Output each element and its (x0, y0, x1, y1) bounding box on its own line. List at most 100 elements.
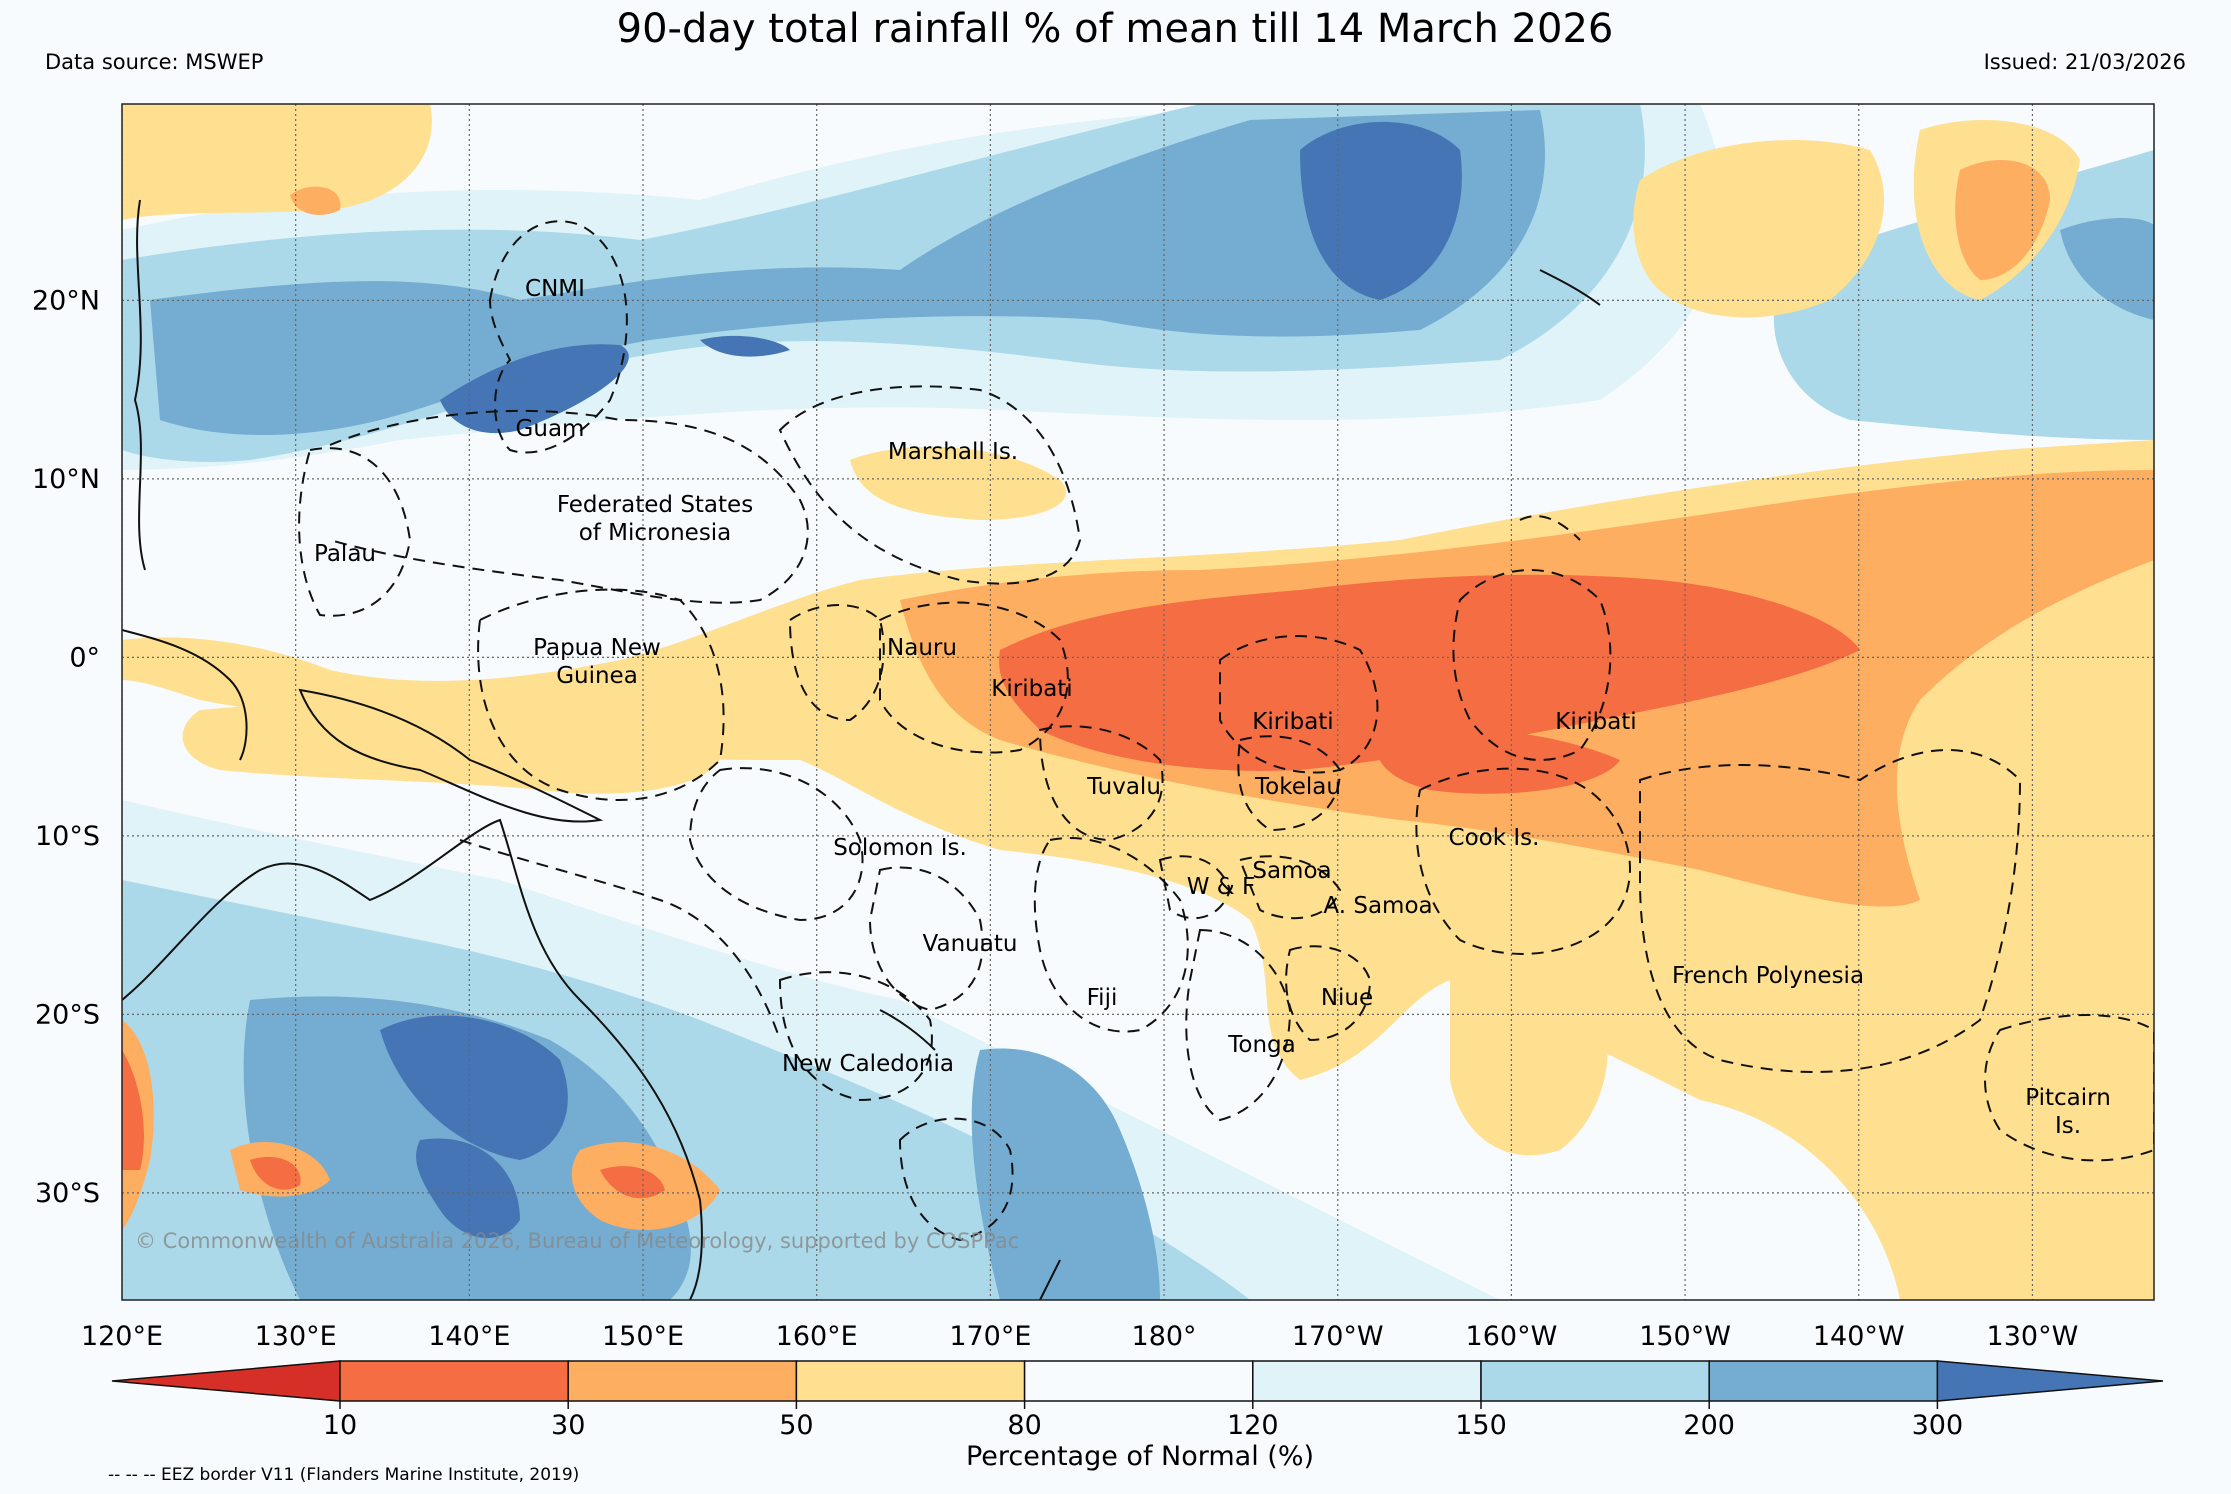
region-label-a-samoa: A. Samoa (1323, 893, 1432, 919)
eez-tuvalu (1038, 725, 1164, 842)
region-label-w-f: W & F (1187, 874, 1256, 900)
lat-label-30-s: 30°S (35, 1178, 100, 1209)
region-label-line: Marshall Is. (888, 439, 1018, 465)
region-label-papua-new-guinea: Papua New Guinea (533, 635, 661, 689)
lon-label-140-w: 140°W (1813, 1321, 1905, 1352)
region-label-guam: Guam (516, 416, 585, 442)
region-label-line: Niue (1321, 985, 1373, 1011)
eez-niue (1285, 945, 1372, 1042)
region-label-federated-states-of-micronesia: Federated States of Micronesia (557, 492, 753, 546)
region-label-line: Nauru (887, 635, 957, 661)
lat-label-0: 0° (69, 642, 100, 673)
eez-fiji (1033, 837, 1189, 1033)
figure-title: 90-day total rainfall % of mean till 14 … (617, 6, 1614, 52)
region-label-tuvalu: Tuvalu (1086, 774, 1161, 800)
region-label-tonga: Tonga (1227, 1032, 1295, 1058)
eez-tokelau (1237, 735, 1342, 832)
colorbar: 10 30 50 80 120 150 200 300 Percentage of Norma… (111, 1360, 2164, 1472)
region-label-line: Papua New (533, 635, 661, 661)
region-label-pitcairn-is: Pitcairn Is. (2025, 1085, 2111, 1139)
wet-south-max (380, 1015, 568, 1239)
region-label-tokelau: Tokelau (1254, 774, 1341, 800)
lon-label-170-e: 170°E (949, 1321, 1031, 1352)
region-label-niue: Niue (1321, 985, 1373, 1011)
region-label-french-polynesia: French Polynesia (1672, 963, 1864, 989)
coastlines (122, 199, 1601, 1300)
colorbar-extend-high (1936, 1360, 2164, 1402)
colorbar-cell (1708, 1360, 1939, 1402)
colorbar-cell (795, 1360, 1026, 1402)
colorbar-tick-200: 200 (1683, 1410, 1735, 1441)
lon-label-120-e: 120°E (81, 1321, 163, 1352)
dry-band-30 (999, 574, 1860, 794)
wet-band-north-300 (150, 110, 1545, 435)
eez-pitcairn (1984, 1014, 2154, 1162)
dry-patch-ne-orange (1955, 160, 2050, 280)
region-label-line: Guam (516, 416, 585, 442)
region-label-samoa: Samoa (1252, 858, 1331, 884)
lat-label-10-n: 10°N (32, 464, 100, 495)
region-label-line: Pitcairn (2025, 1085, 2111, 1111)
lon-label-170-w: 170°W (1292, 1321, 1384, 1352)
colorbar-ticks: 10 30 50 80 120 150 200 300 (323, 1401, 1963, 1441)
region-label-line: New Caledonia (782, 1051, 954, 1077)
region-label-line: Cook Is. (1449, 825, 1540, 851)
colorbar-cell (339, 1360, 569, 1402)
lon-label-180: 180° (1132, 1321, 1197, 1352)
lon-label-150-w: 150°W (1639, 1321, 1731, 1352)
lat-label-10-s: 10°S (35, 821, 100, 852)
region-label-line: Is. (2055, 1113, 2081, 1139)
dry-patch-marshall (850, 446, 1067, 520)
rainfall-field (122, 104, 2154, 1300)
wet-band-north-max (440, 121, 1462, 434)
colorbar-tick-80: 80 (1007, 1410, 1041, 1441)
eez-tonga (1185, 928, 1292, 1122)
colorbar-tick-30: 30 (551, 1410, 585, 1441)
coast-hawaii (1539, 269, 1601, 306)
region-label-line: Tuvalu (1086, 774, 1161, 800)
eez-footnote: -- -- -- EEZ border V11 (Flanders Marine… (108, 1465, 579, 1485)
eez-png (477, 588, 725, 801)
colorbar-cell (1480, 1360, 1710, 1402)
colorbar-tick-120: 120 (1227, 1410, 1279, 1441)
eez-wallis-futuna (1158, 855, 1232, 920)
eez-kiribati-phoenix (1219, 635, 1379, 774)
eez-samoa (1238, 855, 1342, 920)
region-label-line: Kiribati (1555, 709, 1636, 735)
region-label-kiribati-west: Kiribati (991, 676, 1072, 702)
colorbar-cells (111, 1360, 2164, 1402)
wet-patch-ne-dark (2060, 218, 2154, 320)
eez-kiribati-line (1452, 515, 1612, 761)
colorbar-tick-150: 150 (1455, 1410, 1507, 1441)
region-label-nauru: Nauru (887, 635, 957, 661)
eez-borders (298, 220, 2154, 1242)
lon-label-150-e: 150°E (602, 1321, 684, 1352)
coast-new-zealand (1039, 1259, 1061, 1300)
region-label-line: CNMI (525, 276, 585, 302)
region-label-fiji: Fiji (1087, 985, 1118, 1011)
eez-australia (459, 839, 781, 1041)
lat-label-20-s: 20°S (35, 999, 100, 1030)
dry-patch-nw (122, 104, 432, 220)
lon-label-160-e: 160°E (776, 1321, 858, 1352)
colorbar-tick-50: 50 (779, 1410, 813, 1441)
eez-marshall (778, 385, 1082, 585)
region-label-cook-is: Cook Is. (1449, 825, 1540, 851)
colorbar-tick-10: 10 (323, 1410, 357, 1441)
region-label-line: Kiribati (1252, 709, 1333, 735)
region-label-line: Fiji (1087, 985, 1118, 1011)
region-label-new-caledonia: New Caledonia (782, 1051, 954, 1077)
region-label-marshall-is: Marshall Is. (888, 439, 1018, 465)
eez-palau (298, 447, 412, 617)
dry-south-west-red (122, 1050, 665, 1199)
colorbar-cell (567, 1360, 798, 1402)
data-source: Data source: MSWEP (45, 50, 263, 74)
eez-nauru (788, 604, 885, 722)
region-label-kiribati-central: Kiribati (1252, 709, 1333, 735)
dry-patch-png (182, 703, 721, 794)
lon-label-140-e: 140°E (428, 1321, 510, 1352)
region-label-line: Palau (314, 541, 376, 567)
eez-solomon (688, 767, 864, 922)
